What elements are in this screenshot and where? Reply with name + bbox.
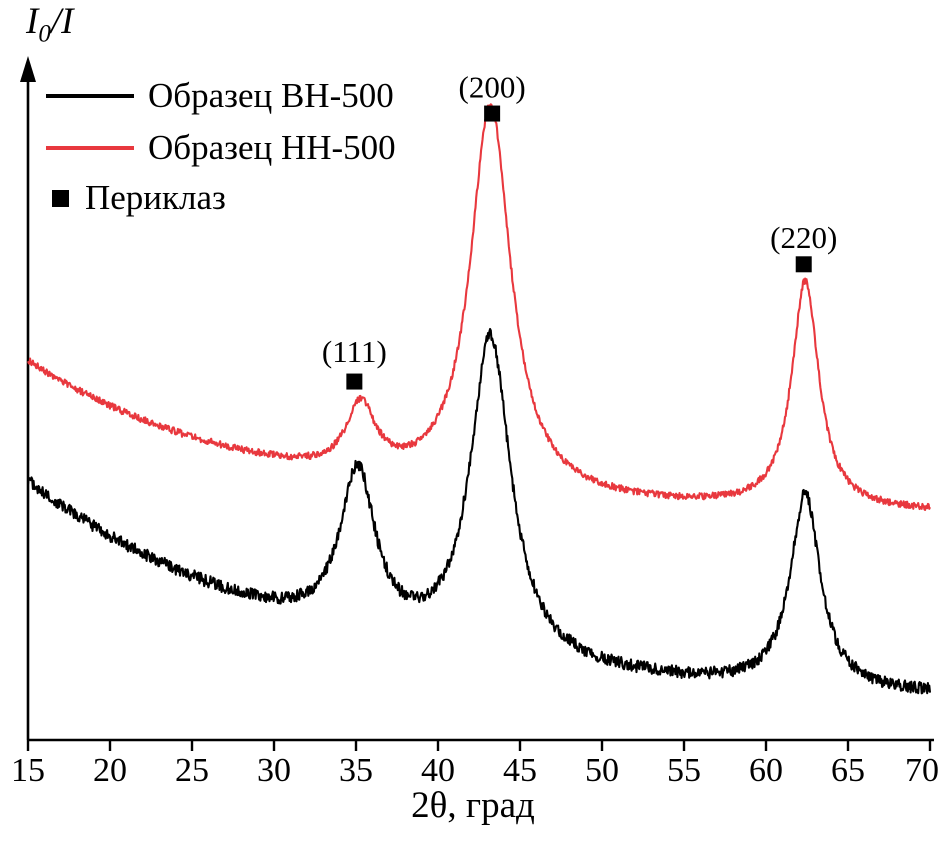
- y-axis-label: I0/I: [26, 0, 73, 48]
- peak-label-200: (200): [459, 69, 526, 104]
- legend-label: Образец НН-500: [148, 128, 396, 167]
- x-tick-label: 30: [257, 752, 291, 789]
- peak-marker-icon-200: [484, 105, 501, 122]
- peak-marker-icon-220: [795, 256, 812, 273]
- legend-item-periclase: Периклаз: [40, 176, 396, 220]
- x-tick-label: 70: [905, 752, 939, 789]
- x-tick-label: 15: [11, 752, 45, 789]
- red-line-swatch-icon: [46, 146, 134, 150]
- legend-label: Периклаз: [85, 178, 226, 217]
- x-axis-label: 2θ, град: [411, 785, 535, 826]
- peak-marker-icon-111: [346, 373, 363, 390]
- x-tick-label: 20: [93, 752, 127, 789]
- curve-vn-500: [26, 327, 932, 695]
- legend-label: Образец ВН-500: [148, 76, 394, 115]
- peak-label-220: (220): [770, 220, 837, 255]
- x-tick-label: 45: [503, 752, 537, 789]
- x-tick-label: 55: [667, 752, 701, 789]
- x-tick-label: 25: [175, 752, 209, 789]
- y-axis-label-base: I: [26, 1, 39, 42]
- black-line-swatch-icon: [46, 94, 134, 98]
- legend-item-vn-500: Образец ВН-500: [40, 70, 396, 122]
- y-axis-label-rest: /I: [50, 1, 74, 42]
- legend: Образец ВН-500 Образец НН-500 Периклаз: [40, 70, 396, 220]
- x-tick-label: 50: [585, 752, 619, 789]
- x-tick-label: 40: [421, 752, 455, 789]
- x-tick-label: 60: [749, 752, 783, 789]
- curve-nn-500: [27, 103, 931, 511]
- y-axis-arrow-icon: [20, 56, 36, 82]
- periclase-square-marker-icon: [52, 189, 69, 207]
- y-axis-label-sub: 0: [38, 20, 51, 48]
- x-tick-label: 35: [339, 752, 373, 789]
- peak-label-111: (111): [322, 334, 387, 369]
- legend-item-nn-500: Образец НН-500: [40, 122, 396, 174]
- x-tick-label: 65: [831, 752, 865, 789]
